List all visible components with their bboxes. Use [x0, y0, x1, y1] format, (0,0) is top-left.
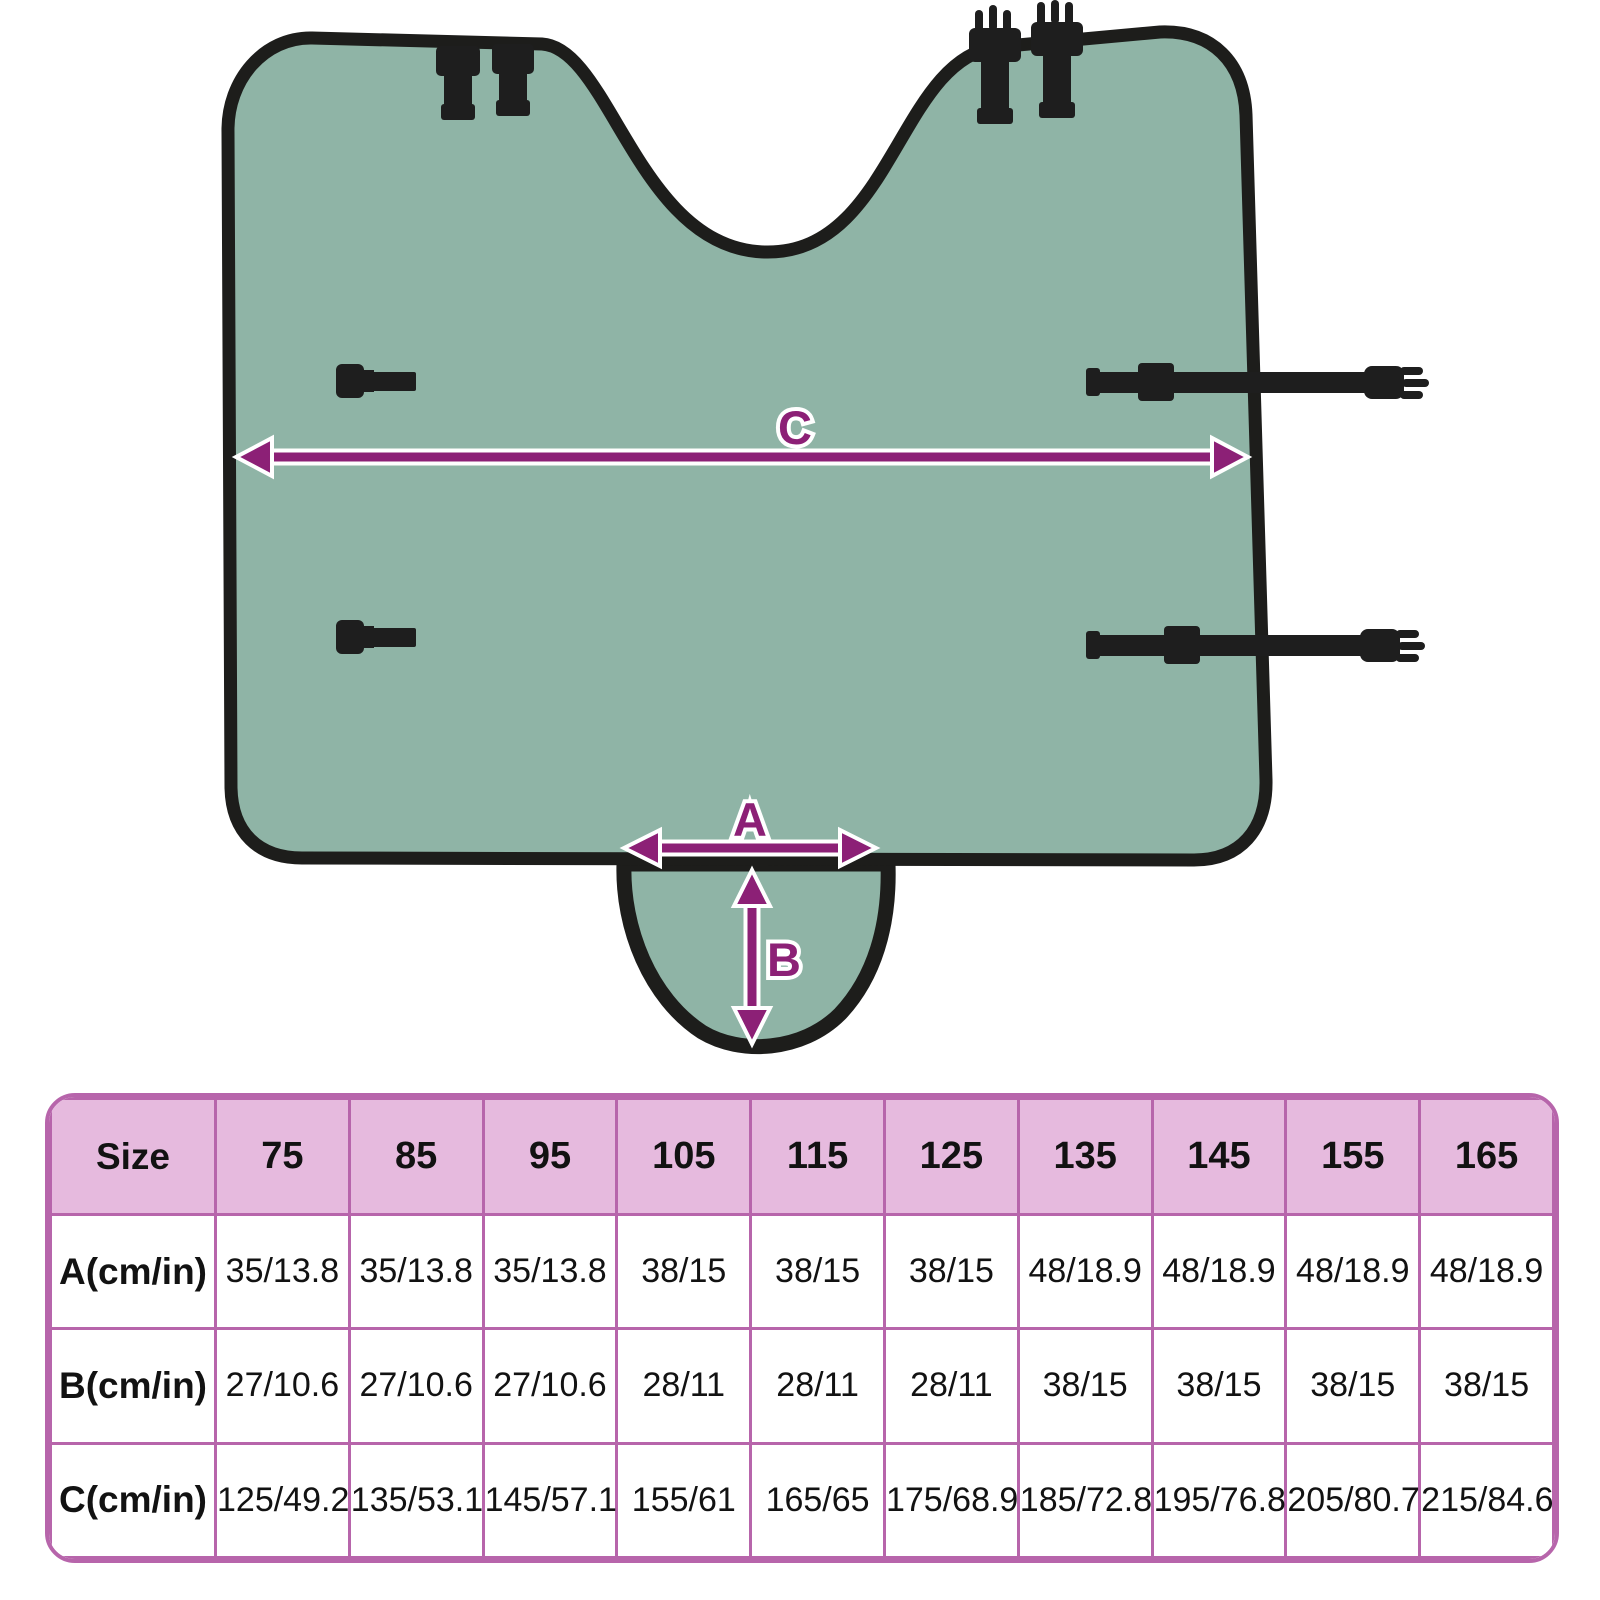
size-table-header-145: 145 [1150, 1097, 1288, 1216]
cell-c-165: 215/84.6 [1418, 1441, 1555, 1559]
row-label-b: B(cm/in) [49, 1327, 217, 1445]
top-left-buckle-strap-2 [492, 44, 534, 116]
measure-label-a: A [733, 793, 767, 846]
size-table: Size 75 85 95 105 115 125 135 145 155 16… [49, 1097, 1555, 1559]
cell-a-85: 35/13.8 [347, 1212, 485, 1331]
product-diagram: C A B [221, 0, 1429, 1054]
row-label-c: C(cm/in) [49, 1441, 217, 1559]
cell-b-105: 28/11 [615, 1327, 753, 1445]
cell-c-115: 165/65 [749, 1441, 886, 1559]
measure-label-b: B [767, 933, 801, 986]
right-side-strap-2 [1086, 626, 1425, 664]
cell-c-105: 155/61 [615, 1441, 753, 1559]
cell-a-125: 38/15 [882, 1212, 1020, 1331]
size-table-header-105: 105 [615, 1097, 753, 1216]
table-row-c: C(cm/in) 125/49.2 135/53.1 145/57.1 155/… [49, 1441, 1555, 1559]
table-row-b: B(cm/in) 27/10.6 27/10.6 27/10.6 28/11 2… [49, 1327, 1555, 1445]
right-side-strap-1 [1086, 363, 1429, 401]
cell-a-95: 35/13.8 [481, 1212, 619, 1331]
size-table-header-135: 135 [1016, 1097, 1154, 1216]
cell-a-135: 48/18.9 [1016, 1212, 1154, 1331]
cell-a-75: 35/13.8 [214, 1212, 351, 1331]
cell-c-145: 195/76.8 [1150, 1441, 1288, 1559]
size-table-header-115: 115 [749, 1097, 886, 1216]
cell-a-165: 48/18.9 [1418, 1212, 1555, 1331]
cell-b-145: 38/15 [1150, 1327, 1288, 1445]
cell-b-75: 27/10.6 [214, 1327, 351, 1445]
cell-a-145: 48/18.9 [1150, 1212, 1288, 1331]
cell-b-135: 38/15 [1016, 1327, 1154, 1445]
cell-a-115: 38/15 [749, 1212, 886, 1331]
cell-c-95: 145/57.1 [481, 1441, 619, 1559]
cover-body-shape [221, 25, 1273, 867]
top-right-clip-strap-1 [969, 5, 1021, 124]
size-table-header-row: Size 75 85 95 105 115 125 135 145 155 16… [49, 1097, 1555, 1216]
table-row-a: A(cm/in) 35/13.8 35/13.8 35/13.8 38/15 3… [49, 1212, 1555, 1331]
measure-arrow-b: B [730, 865, 805, 1049]
measure-label-c: C [778, 401, 812, 454]
size-table-header-size: Size [49, 1097, 217, 1216]
cell-c-125: 175/68.9 [882, 1441, 1020, 1559]
cell-a-155: 48/18.9 [1284, 1212, 1422, 1331]
size-table-container: Size 75 85 95 105 115 125 135 145 155 16… [45, 1093, 1559, 1563]
cell-c-75: 125/49.2 [214, 1441, 351, 1559]
cell-b-115: 28/11 [749, 1327, 886, 1445]
size-table-header-85: 85 [347, 1097, 485, 1216]
cell-c-135: 185/72.8 [1016, 1441, 1154, 1559]
cell-c-85: 135/53.1 [347, 1441, 485, 1559]
size-table-header-125: 125 [882, 1097, 1020, 1216]
cell-c-155: 205/80.7 [1284, 1441, 1422, 1559]
measure-arrow-a: A [619, 789, 881, 870]
cell-b-125: 28/11 [882, 1327, 1020, 1445]
cell-b-155: 38/15 [1284, 1327, 1422, 1445]
cell-b-165: 38/15 [1418, 1327, 1555, 1445]
size-table-header-155: 155 [1284, 1097, 1422, 1216]
top-right-clip-strap-2 [1031, 0, 1083, 118]
left-side-buckle-1 [336, 364, 416, 398]
size-table-header-165: 165 [1418, 1097, 1555, 1216]
cell-b-85: 27/10.6 [347, 1327, 485, 1445]
cell-b-95: 27/10.6 [481, 1327, 619, 1445]
measure-arrow-c: C [231, 397, 1253, 480]
size-table-header-95: 95 [481, 1097, 619, 1216]
top-left-buckle-strap-1 [436, 46, 480, 120]
row-label-a: A(cm/in) [49, 1212, 217, 1331]
left-side-buckle-2 [336, 620, 416, 654]
size-table-header-75: 75 [214, 1097, 351, 1216]
cell-a-105: 38/15 [615, 1212, 753, 1331]
